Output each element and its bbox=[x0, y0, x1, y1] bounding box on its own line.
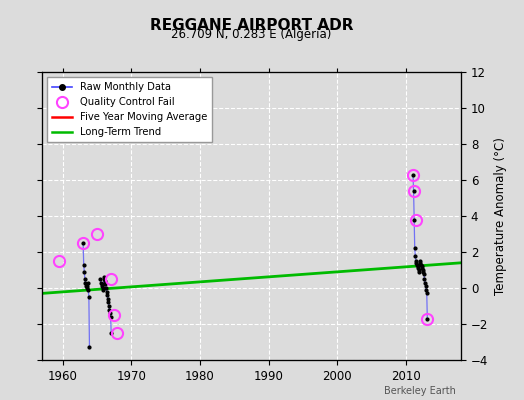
Legend: Raw Monthly Data, Quality Control Fail, Five Year Moving Average, Long-Term Tren: Raw Monthly Data, Quality Control Fail, … bbox=[47, 77, 212, 142]
Y-axis label: Temperature Anomaly (°C): Temperature Anomaly (°C) bbox=[494, 137, 507, 295]
Text: Berkeley Earth: Berkeley Earth bbox=[384, 386, 456, 396]
Text: REGGANE AIRPORT ADR: REGGANE AIRPORT ADR bbox=[150, 18, 353, 33]
Text: 26.709 N, 0.283 E (Algeria): 26.709 N, 0.283 E (Algeria) bbox=[171, 28, 332, 41]
